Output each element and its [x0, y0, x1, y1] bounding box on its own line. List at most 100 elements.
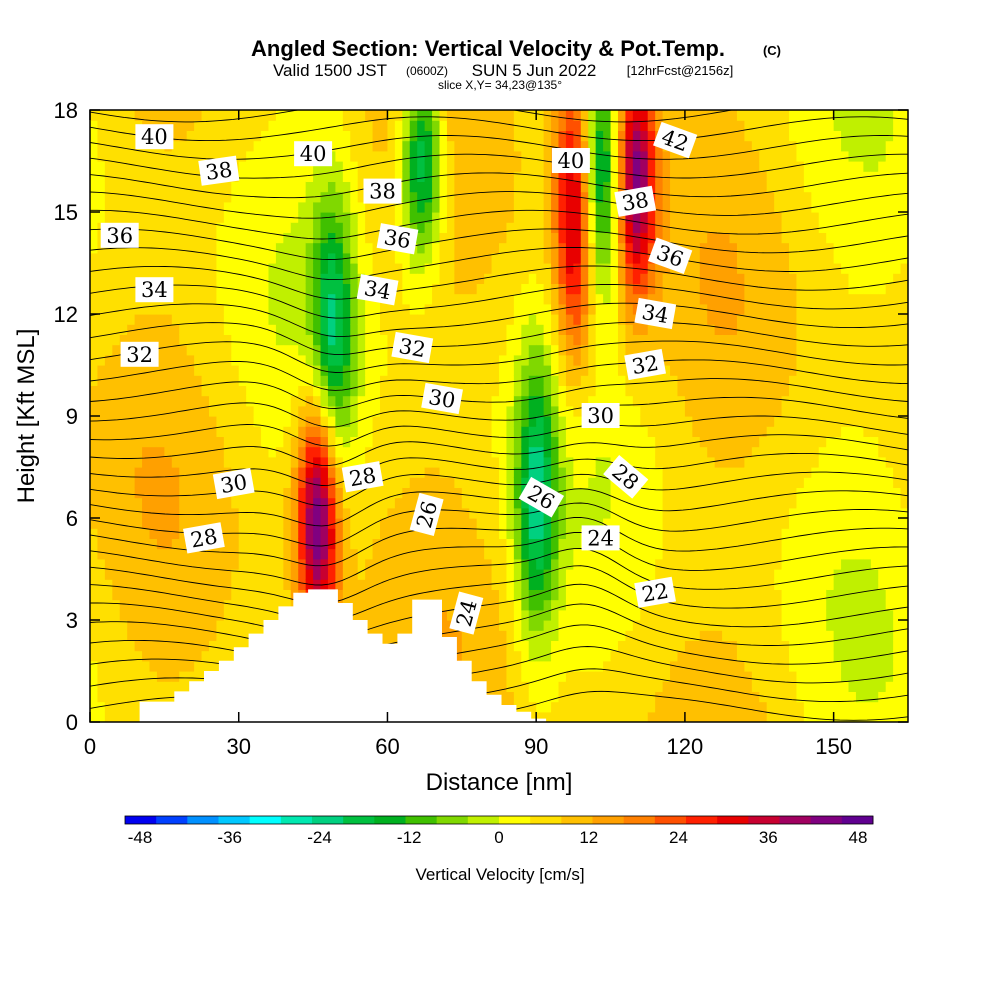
velocity-cell: [275, 518, 284, 529]
velocity-cell: [528, 416, 537, 427]
velocity-cell: [513, 375, 522, 386]
velocity-cell: [461, 385, 470, 397]
velocity-cell: [506, 528, 515, 539]
velocity-cell: [603, 130, 612, 142]
velocity-cell: [662, 640, 671, 652]
velocity-cell: [231, 385, 240, 397]
velocity-cell: [528, 691, 537, 703]
velocity-cell: [372, 201, 381, 213]
velocity-cell: [677, 467, 686, 478]
velocity-cell: [380, 609, 389, 621]
velocity-cell: [573, 467, 582, 478]
velocity-cell: [684, 620, 693, 631]
velocity-cell: [201, 477, 210, 488]
velocity-cell: [506, 579, 515, 590]
velocity-cell: [528, 171, 537, 182]
velocity-cell: [394, 558, 403, 570]
velocity-cell: [454, 334, 463, 346]
velocity-cell: [313, 181, 322, 193]
velocity-cell: [372, 446, 381, 458]
velocity-cell: [246, 324, 255, 335]
velocity-cell: [432, 273, 441, 284]
velocity-cell: [655, 395, 664, 407]
velocity-cell: [432, 140, 441, 152]
velocity-cell: [275, 120, 284, 131]
velocity-cell: [461, 446, 470, 458]
velocity-cell: [402, 579, 411, 590]
velocity-cell: [484, 436, 493, 448]
velocity-cell: [677, 181, 686, 193]
velocity-cell: [357, 191, 366, 203]
velocity-cell: [484, 609, 493, 621]
velocity-cell: [119, 201, 128, 213]
velocity-cell: [290, 395, 299, 407]
velocity-cell: [499, 344, 508, 356]
velocity-cell: [558, 395, 567, 407]
velocity-cell: [186, 589, 195, 601]
velocity-cell: [365, 150, 374, 162]
velocity-cell: [372, 405, 381, 417]
velocity-cell: [424, 161, 433, 172]
velocity-cell: [90, 181, 99, 193]
velocity-cell: [625, 385, 634, 397]
velocity-cell: [298, 507, 307, 519]
velocity-cell: [424, 324, 433, 335]
velocity-cell: [565, 650, 574, 662]
velocity-cell: [528, 273, 537, 284]
velocity-cell: [402, 477, 411, 488]
velocity-cell: [283, 436, 292, 448]
velocity-cell: [521, 528, 530, 539]
velocity-cell: [699, 283, 708, 295]
velocity-cell: [662, 456, 671, 468]
velocity-cell: [632, 120, 641, 131]
velocity-cell: [432, 293, 441, 305]
velocity-cell: [305, 120, 314, 131]
velocity-cell: [432, 487, 441, 499]
velocity-cell: [670, 150, 679, 162]
velocity-cell: [632, 426, 641, 437]
velocity-cell: [588, 609, 597, 621]
velocity-cell: [655, 548, 664, 560]
velocity-cell: [521, 314, 530, 325]
velocity-cell: [127, 212, 136, 223]
velocity-cell: [513, 324, 522, 335]
velocity-cell: [692, 711, 701, 722]
velocity-cell: [283, 324, 292, 335]
velocity-cell: [588, 161, 597, 172]
velocity-cell: [357, 609, 366, 621]
velocity-cell: [97, 609, 106, 621]
velocity-cell: [127, 660, 136, 672]
velocity-cell: [536, 467, 545, 478]
velocity-cell: [231, 324, 240, 335]
velocity-cell: [595, 201, 604, 213]
velocity-cell: [127, 283, 136, 295]
velocity-cell: [179, 467, 188, 478]
velocity-cell: [461, 538, 470, 550]
velocity-cell: [506, 456, 515, 468]
velocity-cell: [320, 171, 329, 182]
velocity-cell: [595, 212, 604, 223]
velocity-cell: [417, 436, 426, 448]
velocity-cell: [119, 477, 128, 488]
velocity-cell: [194, 385, 203, 397]
velocity-cell: [142, 681, 151, 692]
velocity-cell: [662, 528, 671, 539]
velocity-cell: [536, 405, 545, 417]
velocity-cell: [536, 385, 545, 397]
velocity-cell: [179, 212, 188, 223]
velocity-cell: [476, 395, 485, 407]
velocity-cell: [454, 150, 463, 162]
velocity-cell: [261, 120, 270, 131]
velocity-cell: [380, 385, 389, 397]
velocity-cell: [439, 324, 448, 335]
velocity-cell: [513, 477, 522, 488]
velocity-cell: [513, 426, 522, 437]
velocity-cell: [640, 416, 649, 427]
velocity-cell: [342, 395, 351, 407]
velocity-cell: [543, 640, 552, 652]
velocity-cell: [417, 140, 426, 152]
velocity-cell: [149, 518, 158, 529]
velocity-cell: [580, 620, 589, 631]
velocity-cell: [313, 314, 322, 325]
velocity-cell: [134, 181, 143, 193]
